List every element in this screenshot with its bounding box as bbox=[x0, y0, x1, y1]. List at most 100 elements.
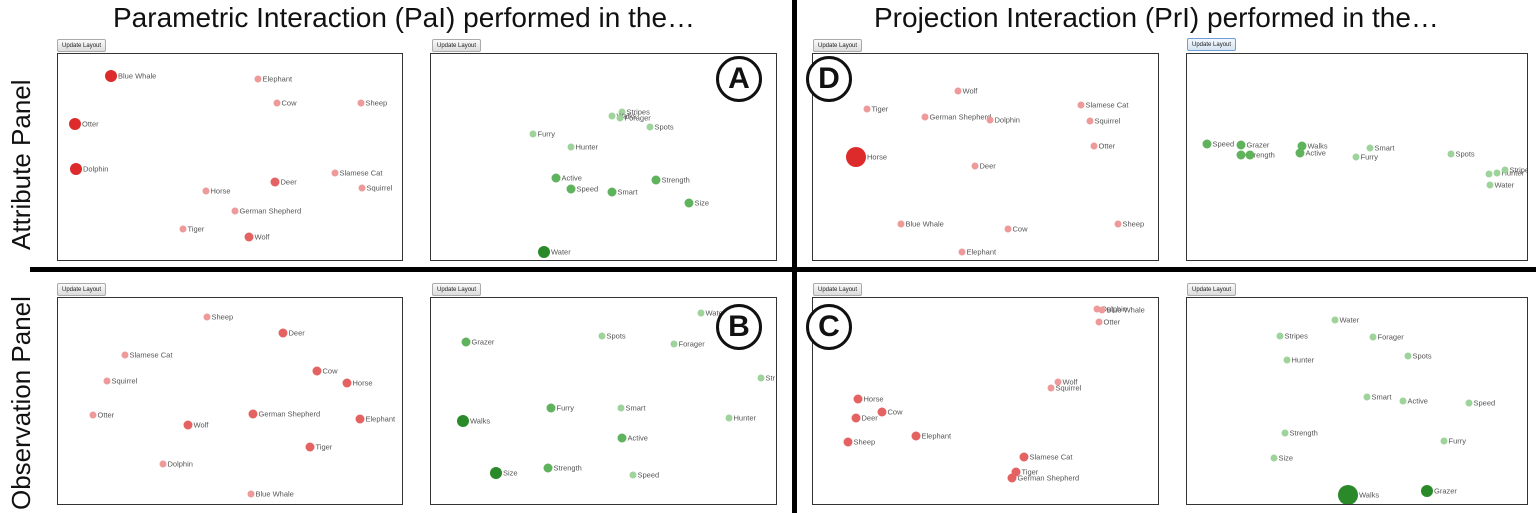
attribute-point[interactable] bbox=[629, 471, 637, 479]
observation-point[interactable] bbox=[1019, 452, 1029, 462]
observation-point[interactable] bbox=[278, 328, 288, 338]
attribute-point[interactable] bbox=[1440, 437, 1448, 445]
observation-point[interactable] bbox=[851, 413, 861, 423]
observation-point[interactable] bbox=[843, 437, 853, 447]
observation-point[interactable] bbox=[1090, 142, 1098, 150]
observation-point[interactable] bbox=[103, 377, 111, 385]
observation-point[interactable] bbox=[179, 225, 187, 233]
observation-point[interactable] bbox=[203, 313, 211, 321]
observation-point[interactable] bbox=[357, 99, 365, 107]
attribute-point[interactable] bbox=[651, 175, 661, 185]
attribute-point[interactable] bbox=[1270, 454, 1278, 462]
attribute-point[interactable] bbox=[1465, 399, 1473, 407]
attribute-point[interactable] bbox=[1399, 397, 1407, 405]
update-layout-button[interactable]: Update Layout bbox=[1187, 283, 1237, 296]
attribute-point[interactable] bbox=[608, 112, 616, 120]
attribute-point[interactable] bbox=[543, 463, 553, 473]
attribute-point[interactable] bbox=[1245, 150, 1255, 160]
observation-point[interactable] bbox=[358, 184, 366, 192]
observation-point[interactable] bbox=[121, 351, 129, 359]
attribute-point[interactable] bbox=[616, 114, 624, 122]
attribute-point[interactable] bbox=[684, 198, 694, 208]
attribute-point[interactable] bbox=[1501, 166, 1509, 174]
attribute-point[interactable] bbox=[1486, 181, 1494, 189]
attribute-point[interactable] bbox=[529, 130, 537, 138]
update-layout-button[interactable]: Update Layout bbox=[813, 39, 863, 52]
attribute-point[interactable] bbox=[1366, 144, 1374, 152]
observation-point[interactable] bbox=[244, 232, 254, 242]
observation-point[interactable] bbox=[1054, 378, 1062, 386]
observation-point[interactable] bbox=[70, 163, 82, 175]
attribute-point[interactable] bbox=[617, 404, 625, 412]
attribute-point[interactable] bbox=[490, 467, 502, 479]
observation-point[interactable] bbox=[273, 99, 281, 107]
observation-point[interactable] bbox=[958, 248, 966, 256]
attribute-point[interactable] bbox=[1447, 150, 1455, 158]
attribute-point[interactable] bbox=[551, 173, 561, 183]
attribute-point[interactable] bbox=[670, 340, 678, 348]
observation-view-c[interactable]: Dolphin Blue Whale Otter Wolf Squirrel Horse C… bbox=[812, 297, 1159, 505]
attribute-point[interactable] bbox=[646, 123, 654, 131]
observation-view-a[interactable]: Blue Whale Elephant Cow Sheep Otter Dolphin De… bbox=[57, 53, 403, 261]
observation-point[interactable] bbox=[1114, 220, 1122, 228]
observation-point[interactable] bbox=[69, 118, 81, 130]
attribute-point[interactable] bbox=[461, 337, 471, 347]
attribute-point[interactable] bbox=[1404, 352, 1412, 360]
observation-point[interactable] bbox=[986, 116, 994, 124]
attribute-point[interactable] bbox=[1236, 150, 1246, 160]
observation-point[interactable] bbox=[863, 105, 871, 113]
attribute-point[interactable] bbox=[757, 374, 765, 382]
observation-point[interactable] bbox=[897, 220, 905, 228]
observation-point[interactable] bbox=[248, 409, 258, 419]
observation-point[interactable] bbox=[254, 75, 262, 83]
observation-point[interactable] bbox=[853, 394, 863, 404]
observation-point[interactable] bbox=[202, 187, 210, 195]
observation-point[interactable] bbox=[1007, 473, 1017, 483]
attribute-view-b[interactable]: Water Grazer Spots Forager Str Furry Smart Walk… bbox=[430, 297, 777, 505]
attribute-point[interactable] bbox=[567, 143, 575, 151]
attribute-point[interactable] bbox=[618, 108, 626, 116]
attribute-view-c[interactable]: Water Stripes Forager Hunter Spots Smart Activ… bbox=[1186, 297, 1528, 505]
observation-point[interactable] bbox=[1093, 305, 1101, 313]
attribute-point[interactable] bbox=[1352, 153, 1360, 161]
attribute-view-d[interactable]: Speed Grazer Strength Walks Active Smart Furry… bbox=[1186, 53, 1528, 261]
observation-point[interactable] bbox=[247, 490, 255, 498]
observation-point[interactable] bbox=[911, 431, 921, 441]
attribute-point[interactable] bbox=[1281, 429, 1289, 437]
attribute-point[interactable] bbox=[1331, 316, 1339, 324]
update-layout-button[interactable]: Update Layout bbox=[57, 39, 107, 52]
observation-point[interactable] bbox=[1086, 117, 1094, 125]
update-layout-button[interactable]: Update Layout bbox=[57, 283, 107, 296]
observation-point[interactable] bbox=[877, 407, 887, 417]
update-layout-button[interactable]: Update Layout bbox=[1187, 38, 1237, 51]
update-layout-button[interactable]: Update Layout bbox=[432, 39, 482, 52]
observation-point[interactable] bbox=[270, 177, 280, 187]
update-layout-button[interactable]: Update Layout bbox=[813, 283, 863, 296]
attribute-point[interactable] bbox=[546, 403, 556, 413]
attribute-point[interactable] bbox=[607, 187, 617, 197]
observation-view-b[interactable]: Sheep Deer Slamese Cat Cow Squirrel Horse Otte… bbox=[57, 297, 403, 505]
attribute-point[interactable] bbox=[566, 184, 576, 194]
attribute-point[interactable] bbox=[538, 246, 550, 258]
attribute-point[interactable] bbox=[697, 309, 705, 317]
observation-point[interactable] bbox=[342, 378, 352, 388]
observation-point[interactable] bbox=[105, 70, 117, 82]
attribute-point[interactable] bbox=[1363, 393, 1371, 401]
attribute-point[interactable] bbox=[1369, 333, 1377, 341]
observation-point[interactable] bbox=[1098, 306, 1106, 314]
observation-point[interactable] bbox=[312, 366, 322, 376]
observation-point[interactable] bbox=[355, 414, 365, 424]
observation-point[interactable] bbox=[305, 442, 315, 452]
attribute-point[interactable] bbox=[1338, 485, 1358, 504]
observation-point[interactable] bbox=[331, 169, 339, 177]
attribute-point[interactable] bbox=[1295, 148, 1305, 158]
attribute-point[interactable] bbox=[457, 415, 469, 427]
observation-point[interactable] bbox=[846, 147, 866, 167]
observation-point[interactable] bbox=[954, 87, 962, 95]
attribute-point[interactable] bbox=[617, 433, 627, 443]
observation-point[interactable] bbox=[89, 411, 97, 419]
attribute-point[interactable] bbox=[1202, 139, 1212, 149]
attribute-point[interactable] bbox=[725, 414, 733, 422]
attribute-point[interactable] bbox=[1236, 140, 1246, 150]
attribute-point[interactable] bbox=[1493, 169, 1501, 177]
